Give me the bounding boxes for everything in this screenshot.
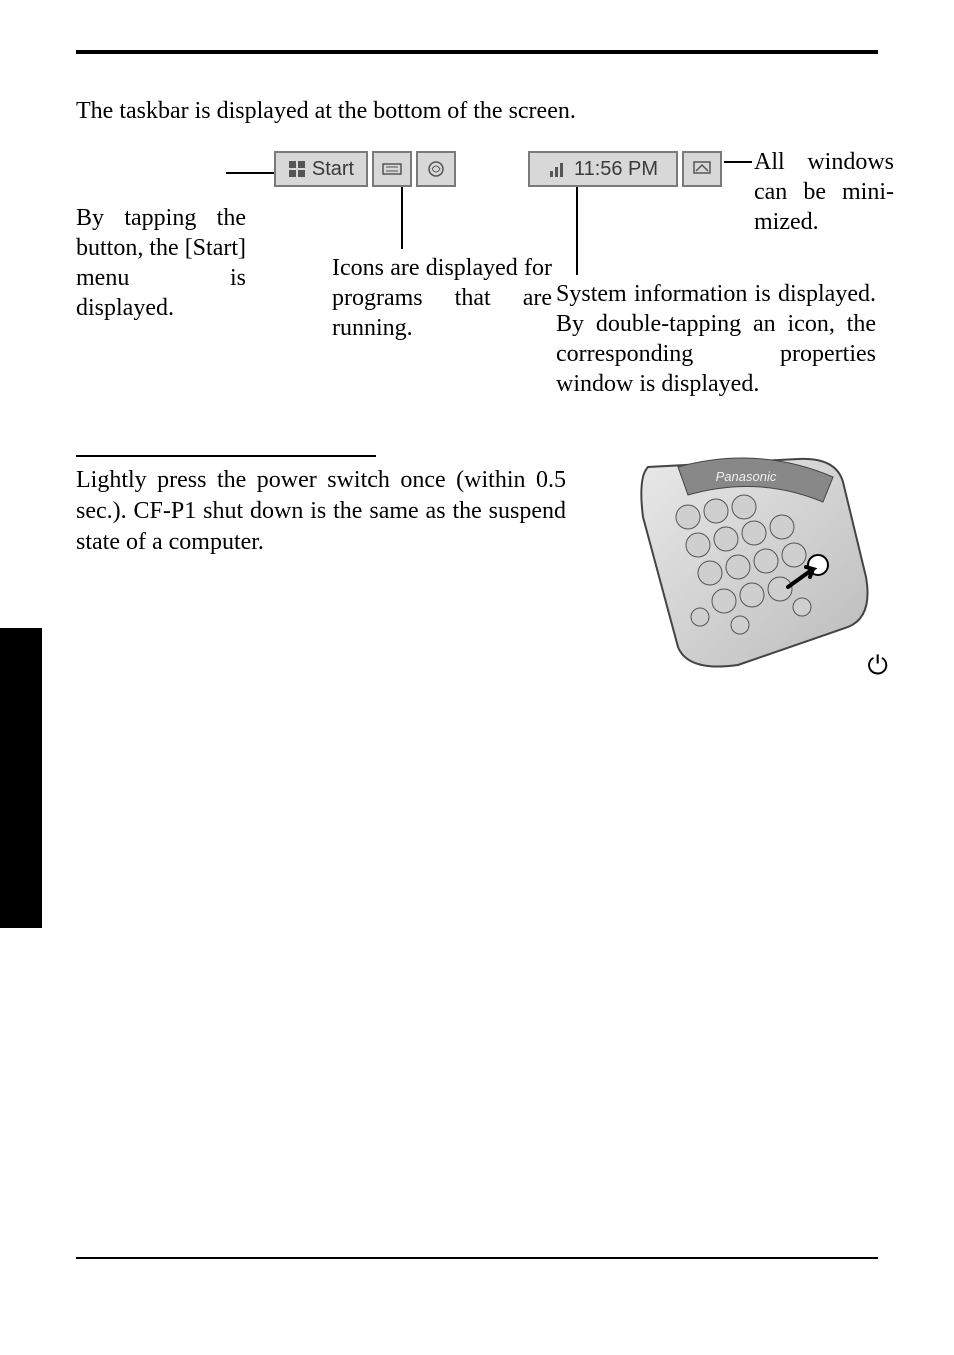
- clock-text: 11:56 PM: [574, 158, 658, 181]
- system-tray[interactable]: 11:56 PM: [528, 151, 678, 187]
- section-rule: [76, 455, 376, 457]
- device-brand-label: Panasonic: [716, 469, 777, 484]
- page: The taskbar is displayed at the bottom o…: [0, 0, 954, 1355]
- running-program-icon[interactable]: [416, 151, 456, 187]
- show-desktop-button[interactable]: [682, 151, 722, 187]
- side-tab: [0, 628, 42, 928]
- ime-icon: [426, 159, 446, 179]
- callout-running-icons: Icons are displayed for programs that ar…: [332, 253, 552, 343]
- keyboard-icon: [382, 159, 402, 179]
- taskbar-diagram: Start 11:56 PM: [76, 147, 878, 427]
- footer-rule: [76, 1257, 878, 1259]
- intro-text: The taskbar is displayed at the bottom o…: [76, 98, 878, 125]
- power-icon: ⏻: [867, 651, 888, 682]
- desktop-icon: [692, 159, 712, 179]
- shutdown-body: Lightly press the power switch once (wit…: [76, 465, 566, 559]
- top-rule: [76, 50, 878, 54]
- windows-flag-icon: [288, 159, 308, 179]
- start-button-label: Start: [312, 158, 354, 181]
- leader-line: [724, 161, 752, 163]
- callout-system-tray: System information is displayed. By doub…: [556, 279, 876, 399]
- leader-line: [401, 187, 403, 249]
- running-program-icon[interactable]: [372, 151, 412, 187]
- leader-line: [576, 187, 578, 275]
- connection-icon: [548, 159, 568, 179]
- leader-line: [226, 172, 276, 174]
- shutdown-section: Lightly press the power switch once (wit…: [76, 455, 878, 559]
- taskbar: Start 11:56 PM: [274, 151, 722, 187]
- callout-minimize: All windows can be mini­mized.: [754, 147, 894, 237]
- start-button[interactable]: Start: [274, 151, 368, 187]
- callout-start-button: By tapping the but­ton, the [Start] menu…: [76, 203, 246, 323]
- device-illustration: Panasonic: [618, 447, 878, 677]
